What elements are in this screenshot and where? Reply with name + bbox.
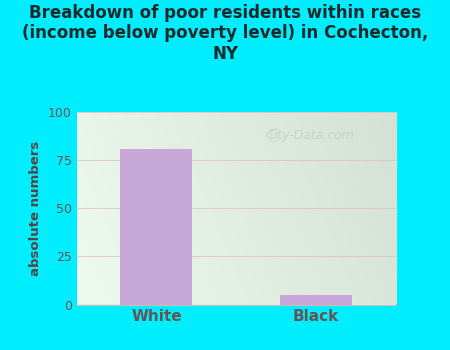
Bar — [121, 148, 192, 304]
Bar — [280, 295, 352, 304]
Text: Breakdown of poor residents within races
(income below poverty level) in Cochect: Breakdown of poor residents within races… — [22, 4, 428, 63]
Text: Ⓜ: Ⓜ — [269, 128, 277, 142]
Y-axis label: absolute numbers: absolute numbers — [29, 141, 42, 276]
Text: City-Data.com: City-Data.com — [266, 128, 354, 142]
